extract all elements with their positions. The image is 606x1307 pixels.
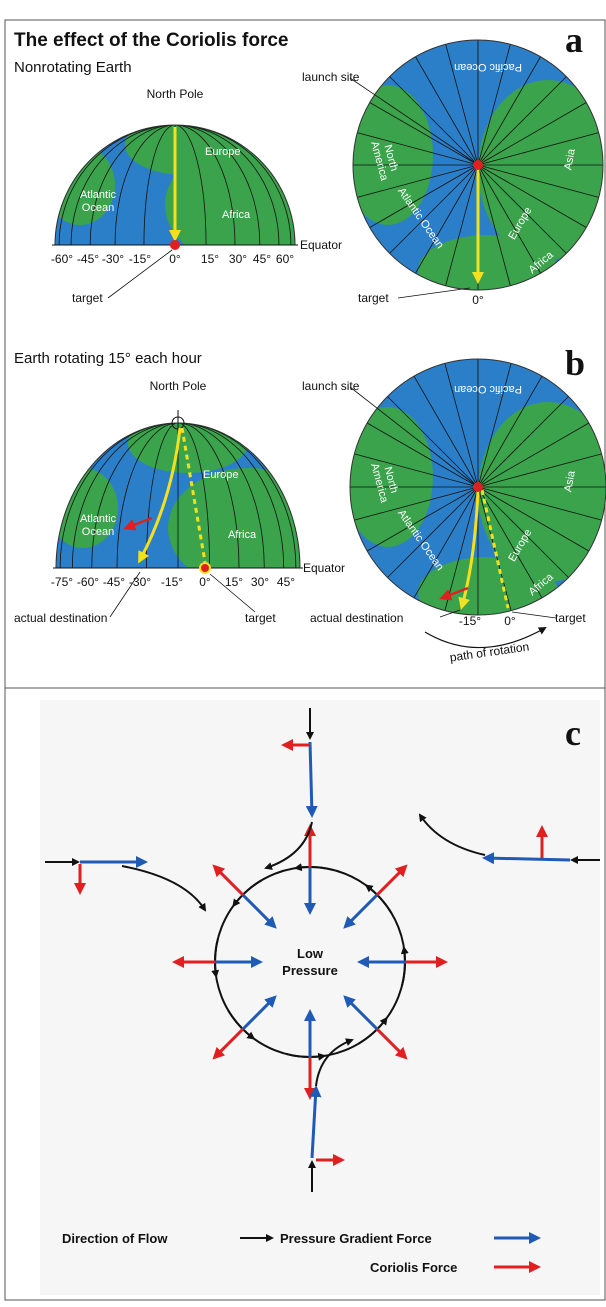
label: 0° bbox=[472, 293, 484, 307]
label: -60° bbox=[51, 252, 73, 266]
label: actual destination bbox=[14, 611, 107, 625]
label: -45° bbox=[103, 575, 125, 589]
label: -30° bbox=[102, 252, 124, 266]
marker-dot bbox=[473, 160, 483, 170]
land bbox=[125, 115, 245, 175]
label: target bbox=[72, 291, 103, 305]
label: 60° bbox=[276, 252, 294, 266]
label: target bbox=[555, 611, 586, 625]
label: 45° bbox=[253, 252, 271, 266]
title: The effect of the Coriolis force bbox=[14, 30, 288, 51]
label: actual destination bbox=[310, 611, 403, 625]
label: Equator bbox=[303, 561, 345, 575]
label: North Pole bbox=[147, 87, 204, 101]
blue-arrow bbox=[310, 742, 312, 815]
label: target bbox=[245, 611, 276, 625]
blue-arrow bbox=[485, 858, 570, 860]
label: path of rotation bbox=[449, 640, 530, 665]
label: Pacific Ocean bbox=[454, 61, 522, 73]
leader-line bbox=[398, 288, 470, 298]
label: -45° bbox=[77, 252, 99, 266]
label: North Pole bbox=[150, 379, 207, 393]
label: Low bbox=[297, 946, 324, 961]
label: Africa bbox=[222, 209, 251, 221]
label: 30° bbox=[229, 252, 247, 266]
subtitle: Nonrotating Earth bbox=[14, 59, 132, 76]
label: 15° bbox=[201, 252, 219, 266]
label: Pacific Ocean bbox=[454, 383, 522, 395]
label: Atlantic bbox=[80, 513, 117, 525]
label: Ocean bbox=[82, 202, 114, 214]
label: target bbox=[358, 291, 389, 305]
label: Atlantic bbox=[80, 189, 117, 201]
subtitle: Earth rotating 15° each hour bbox=[14, 350, 202, 367]
panel-letter: c bbox=[565, 713, 581, 753]
label: Europe bbox=[205, 146, 240, 158]
label: 30° bbox=[251, 575, 269, 589]
label: 15° bbox=[225, 575, 243, 589]
marker-dot bbox=[473, 482, 483, 492]
label: Africa bbox=[228, 529, 257, 541]
panel-c-background bbox=[40, 700, 600, 1295]
target-ring bbox=[200, 563, 210, 573]
label: Pressure bbox=[282, 963, 338, 978]
label: Ocean bbox=[82, 526, 114, 538]
label: -15° bbox=[129, 252, 151, 266]
label: -30° bbox=[129, 575, 151, 589]
leader-line bbox=[512, 612, 556, 618]
label: -75° bbox=[51, 575, 73, 589]
label: Europe bbox=[203, 469, 238, 481]
label: Equator bbox=[300, 238, 342, 252]
label: Pressure Gradient Force bbox=[280, 1231, 432, 1246]
label: Coriolis Force bbox=[370, 1260, 457, 1275]
panel-letter: b bbox=[565, 343, 585, 383]
marker-dot bbox=[170, 240, 180, 250]
label: launch site bbox=[302, 70, 360, 84]
label: Direction of Flow bbox=[62, 1231, 168, 1246]
panel-letter: a bbox=[565, 20, 583, 60]
diagram: The effect of the Coriolis force a Nonro… bbox=[0, 0, 606, 1307]
label: -15° bbox=[161, 575, 183, 589]
label: 0° bbox=[199, 575, 211, 589]
label: launch site bbox=[302, 379, 360, 393]
label: -60° bbox=[77, 575, 99, 589]
label: 0° bbox=[169, 252, 181, 266]
label: 45° bbox=[277, 575, 295, 589]
label: -15° bbox=[459, 614, 481, 628]
label: 0° bbox=[504, 614, 516, 628]
